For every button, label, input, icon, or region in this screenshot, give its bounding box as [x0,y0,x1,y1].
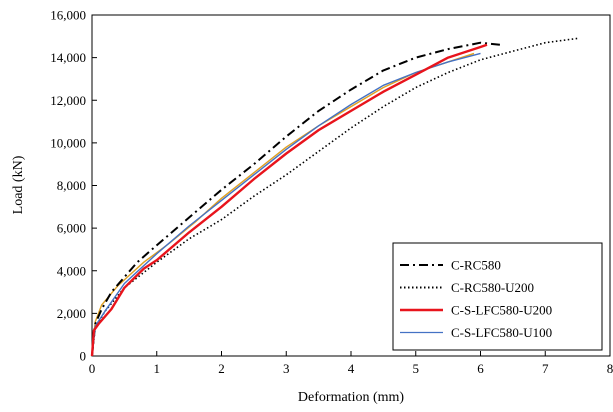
legend-label: C-S-LFC580-U200 [451,303,552,318]
series-line-c-rc580 [91,41,501,357]
x-tick-label: 7 [542,361,549,376]
y-tick-label: 8,000 [57,178,86,193]
x-tick-label: 6 [477,361,484,376]
y-axis-title: Load (kN) [11,155,26,214]
y-tick-label: 0 [80,349,87,364]
series-line-c-s-lfc580-u200 [90,43,488,357]
x-tick-label: 0 [89,361,96,376]
series-layer [90,37,578,357]
x-tick-label: 4 [348,361,355,376]
y-tick-label: 2,000 [57,306,86,321]
y-tick-label: 4,000 [57,263,86,278]
y-tick-label: 16,000 [50,8,86,23]
x-tick-label: 8 [607,361,613,376]
series-line-c-s-lfc580-u100 [91,52,481,357]
legend: C-RC580 C-RC580-U200 C-S-LFC580-U200 C-S-LF… [392,242,603,351]
y-tick-label: 12,000 [50,93,86,108]
y-tick-label: 14,000 [50,50,86,65]
legend-label: C-S-LFC580-U100 [451,325,552,340]
x-tick-label: 1 [154,361,161,376]
x-axis-title: Deformation (mm) [298,390,404,405]
y-tick-label: 10,000 [50,135,86,150]
legend-label: C-RC580-U200 [451,280,534,295]
x-tick-label: 5 [413,361,420,376]
x-tick-label: 2 [218,361,225,376]
y-tick-label: 6,000 [57,221,86,236]
x-tick-label: 3 [283,361,290,376]
legend-label: C-RC580 [451,258,501,273]
y-axis-ticks: 0 2,000 4,000 6,000 8,000 10,000 12,000 14,000 1… [50,8,97,364]
